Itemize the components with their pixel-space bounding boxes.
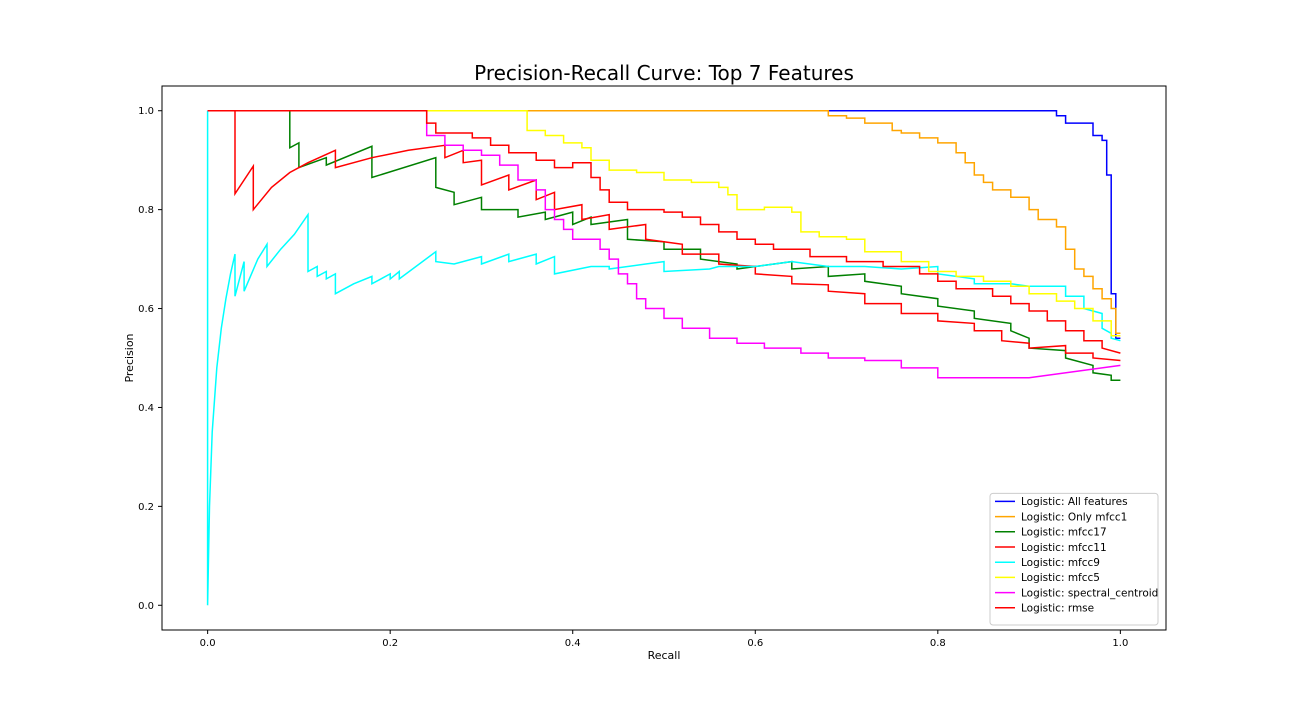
curves-group — [206, 109, 1121, 606]
series-line-8 — [207, 109, 1121, 354]
x-tick-label: 0.2 — [382, 638, 398, 649]
series-line-4 — [207, 109, 1121, 362]
legend-entry-label: Logistic: All features — [1021, 496, 1128, 508]
x-tick-label: 1.0 — [1112, 638, 1128, 649]
y-tick-label: 0.4 — [138, 403, 154, 414]
legend-entry-label: Logistic: mfcc9 — [1021, 557, 1100, 569]
legend: Logistic: All features Logistic: Only mfc… — [989, 492, 1159, 626]
y-tick-label: 0.6 — [138, 304, 154, 315]
chart-title: Precision-Recall Curve: Top 7 Features — [474, 61, 854, 85]
legend-entry-label: Logistic: mfcc17 — [1021, 527, 1107, 539]
legend-entry-label: Logistic: Only mfcc1 — [1021, 511, 1127, 523]
x-axis-ticks: 0.0 0.2 0.4 0.6 0.8 1.0 — [200, 630, 1128, 649]
series-line-2 — [207, 109, 1121, 335]
y-axis-label: Precision — [123, 333, 136, 382]
legend-entry-label: Logistic: rmse — [1021, 603, 1094, 615]
legend-box — [989, 492, 1159, 626]
y-axis-ticks: 0.0 0.2 0.4 0.6 0.8 1.0 — [138, 106, 162, 612]
legend-entry-label: Logistic: mfcc11 — [1021, 542, 1107, 554]
series-line-1 — [207, 109, 1121, 339]
y-tick-label: 1.0 — [138, 106, 154, 117]
legend-entry-label: Logistic: mfcc5 — [1021, 572, 1100, 584]
series-line-6 — [207, 109, 1121, 337]
y-tick-label: 0.8 — [138, 205, 154, 216]
y-tick-label: 0.0 — [138, 601, 154, 612]
series-line-7 — [207, 109, 1121, 379]
plot-frame — [161, 85, 1167, 631]
series-line-5 — [206, 110, 1121, 606]
y-tick-label: 0.2 — [138, 502, 154, 513]
plot-area — [161, 85, 1167, 631]
x-tick-label: 0.0 — [200, 638, 216, 649]
x-tick-label: 0.8 — [930, 638, 946, 649]
x-tick-label: 0.4 — [565, 638, 581, 649]
x-axis-label: Recall — [648, 649, 681, 662]
x-tick-label: 0.6 — [747, 638, 763, 649]
legend-entry-label: Logistic: spectral_centroid — [1021, 587, 1158, 599]
